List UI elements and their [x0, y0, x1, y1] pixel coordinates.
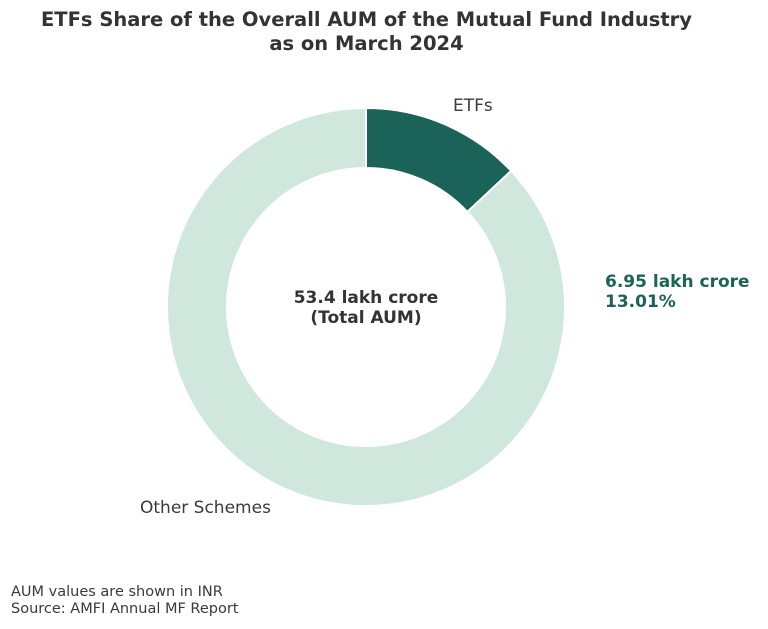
etf-share-percent: 13.01% [605, 292, 676, 312]
donut-slice-other-schemes [166, 106, 566, 507]
center-caption: (Total AUM) [310, 308, 422, 328]
footnote: AUM values are shown in INR Source: AMFI… [11, 584, 239, 618]
etf-aum-value: 6.95 lakh crore [605, 272, 750, 292]
title-line-1: ETFs Share of the Overall AUM of the Mut… [40, 8, 692, 31]
slice-label-other: Other Schemes [140, 498, 271, 518]
footnote-currency: AUM values are shown in INR [11, 584, 223, 600]
title-line-2: as on March 2024 [269, 32, 464, 55]
center-total: 53.4 lakh crore [293, 288, 439, 308]
center-label: 53.4 lakh crore (Total AUM) [266, 288, 466, 328]
slice-label-etfs: ETFs [453, 96, 493, 116]
chart-title: ETFs Share of the Overall AUM of the Mut… [0, 8, 733, 56]
footnote-source: Source: AMFI Annual MF Report [11, 601, 239, 617]
etf-annotation: 6.95 lakh crore 13.01% [605, 272, 750, 312]
